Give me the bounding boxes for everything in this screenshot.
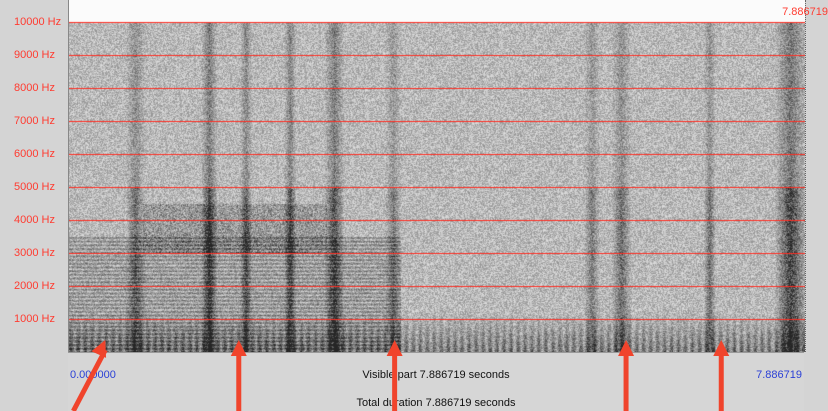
visible-part-bar[interactable]: 0.000000 Visible part 7.886719 seconds 7… <box>68 352 804 394</box>
total-duration-bar[interactable]: Total duration 7.886719 seconds <box>68 393 804 411</box>
spectrogram-image[interactable] <box>69 0 805 352</box>
freq-tick-label: 1000 Hz <box>14 313 55 325</box>
time-end-label: 7.886719 <box>756 369 802 381</box>
freq-tick-label: 3000 Hz <box>14 247 55 259</box>
freq-tick-label: 5000 Hz <box>14 181 55 193</box>
total-duration-label: Total duration 7.886719 seconds <box>356 397 516 409</box>
time-max-label: 7.886719 <box>782 6 828 18</box>
spectrogram-panel: 10000 Hz 9000 Hz 8000 Hz 7000 Hz 6000 Hz 5000… <box>0 0 828 352</box>
freq-tick-label: 6000 Hz <box>14 148 55 160</box>
freq-tick-label: 9000 Hz <box>14 49 55 61</box>
freq-tick-label: 7000 Hz <box>14 115 55 127</box>
freq-tick-label: 4000 Hz <box>14 214 55 226</box>
frequency-axis: 10000 Hz 9000 Hz 8000 Hz 7000 Hz 6000 Hz 5000… <box>0 0 68 352</box>
freq-tick-label: 8000 Hz <box>14 82 55 94</box>
spectrogram-view[interactable] <box>68 0 806 352</box>
visible-part-label: Visible part 7.886719 seconds <box>362 369 510 381</box>
freq-tick-label: 10000 Hz <box>14 16 62 28</box>
freq-tick-label: 2000 Hz <box>14 280 55 292</box>
